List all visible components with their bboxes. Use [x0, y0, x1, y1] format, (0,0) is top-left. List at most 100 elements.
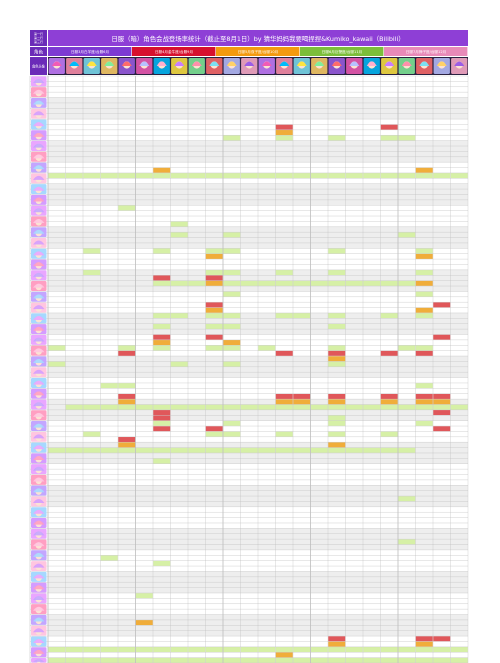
highlight-cell: [433, 410, 451, 416]
highlight-cell: [415, 167, 433, 173]
highlight-cell: [275, 270, 293, 276]
highlight-cell: [415, 641, 433, 647]
character-avatar-hair-icon: [33, 132, 45, 137]
left-avatar-header-label: 角色头像: [32, 64, 46, 69]
character-hair-icon: [314, 61, 325, 66]
character-hair-icon: [69, 61, 80, 66]
highlight-cell: [153, 410, 171, 416]
character-avatar-hair-icon: [33, 649, 45, 654]
avatar-strip: [48, 57, 468, 75]
character-avatar-hair-icon: [33, 154, 45, 159]
highlight-cell: [205, 431, 223, 437]
highlight-cell: [240, 173, 258, 179]
character-avatar-hair-icon: [33, 122, 45, 127]
highlight-cell: [83, 248, 101, 254]
group-header-label: 日服3月白羊座/台服6月: [71, 49, 109, 54]
highlight-cell: [310, 657, 328, 663]
character-avatar-hair-icon: [33, 197, 45, 202]
highlight-cell: [275, 447, 293, 453]
character-hair-icon: [261, 61, 272, 66]
highlight-cell: [415, 399, 433, 405]
highlight-cell: [135, 593, 153, 599]
highlight-cell: [380, 646, 398, 653]
highlight-cell: [118, 399, 136, 405]
highlight-cell: [345, 173, 363, 179]
highlight-cell: [310, 447, 328, 453]
highlight-cell: [100, 383, 118, 389]
highlight-cell: [328, 636, 346, 642]
highlight-cell: [258, 280, 276, 286]
highlight-cell: [258, 173, 276, 179]
highlight-cell: [65, 173, 83, 179]
highlight-cell: [153, 657, 171, 663]
highlight-cell: [328, 393, 346, 399]
character-hair-icon: [139, 61, 150, 66]
highlight-cell: [415, 636, 433, 642]
highlight-cell: [293, 447, 311, 453]
highlight-cell: [205, 426, 223, 432]
highlight-cell: [328, 313, 346, 319]
highlight-cell: [310, 646, 328, 653]
highlight-cell: [293, 173, 311, 179]
highlight-cell: [153, 167, 171, 173]
highlight-cell: [328, 135, 346, 141]
highlight-cell: [415, 280, 433, 286]
highlight-cell: [83, 270, 101, 276]
character-avatar-hair-icon: [33, 175, 45, 180]
character-avatar-hair-icon: [33, 639, 45, 644]
character-avatar-hair-icon: [33, 434, 45, 439]
highlight-cell: [118, 646, 136, 653]
highlight-cell: [205, 657, 223, 663]
highlight-cell: [223, 270, 241, 276]
corner-cell: [30, 30, 47, 46]
character-avatar-hair-icon: [33, 305, 45, 310]
highlight-cell: [188, 447, 206, 453]
highlight-cell: [328, 323, 346, 329]
group-header-label: 日服5月双子座/台服10月: [238, 49, 278, 54]
highlight-cell: [48, 657, 66, 663]
highlight-cell: [83, 447, 101, 453]
highlight-cell: [433, 426, 451, 432]
corner-line-1: 第一行: [34, 31, 43, 36]
character-hair-icon: [279, 61, 290, 66]
character-avatar-hair-icon: [33, 574, 45, 579]
highlight-cell: [170, 404, 188, 410]
group-header-label: 日服4月金牛座/台服9月: [155, 49, 193, 54]
highlight-cell: [48, 345, 66, 351]
highlight-cell: [328, 356, 346, 362]
character-avatar-hair-icon: [33, 251, 45, 256]
group-header-label: 日服7月狮子座/台服12月: [406, 49, 446, 54]
highlight-cell: [433, 646, 451, 653]
highlight-cell: [205, 313, 223, 319]
character-avatar-hair-icon: [33, 542, 45, 547]
highlight-cell: [345, 280, 363, 286]
highlight-cell: [328, 442, 346, 448]
highlight-cell: [223, 232, 241, 238]
highlight-cell: [100, 646, 118, 653]
highlight-cell: [328, 420, 346, 426]
highlight-cell: [328, 173, 346, 179]
highlight-cell: [345, 447, 363, 453]
highlight-cell: [153, 323, 171, 329]
highlight-cell: [83, 431, 101, 437]
character-avatar-hair-icon: [33, 143, 45, 148]
highlight-cell: [293, 393, 311, 399]
highlight-cell: [153, 415, 171, 421]
highlight-cell: [83, 657, 101, 663]
highlight-cell: [328, 248, 346, 254]
highlight-cell: [223, 420, 241, 426]
highlight-cell: [205, 646, 223, 653]
highlight-cell: [275, 646, 293, 653]
group-header-label: 日服6月巨蟹座/台服11月: [322, 49, 362, 54]
character-hair-icon: [436, 61, 447, 66]
character-avatar-hair-icon: [33, 585, 45, 590]
highlight-cell: [380, 404, 398, 410]
highlight-cell: [223, 173, 241, 179]
character-avatar-hair-icon: [33, 89, 45, 94]
highlight-cell: [240, 280, 258, 286]
character-avatar-hair-icon: [33, 423, 45, 428]
highlight-cell: [83, 173, 101, 179]
character-hair-icon: [51, 61, 62, 66]
character-avatar-hair-icon: [33, 294, 45, 299]
character-avatar-hair-icon: [33, 326, 45, 331]
